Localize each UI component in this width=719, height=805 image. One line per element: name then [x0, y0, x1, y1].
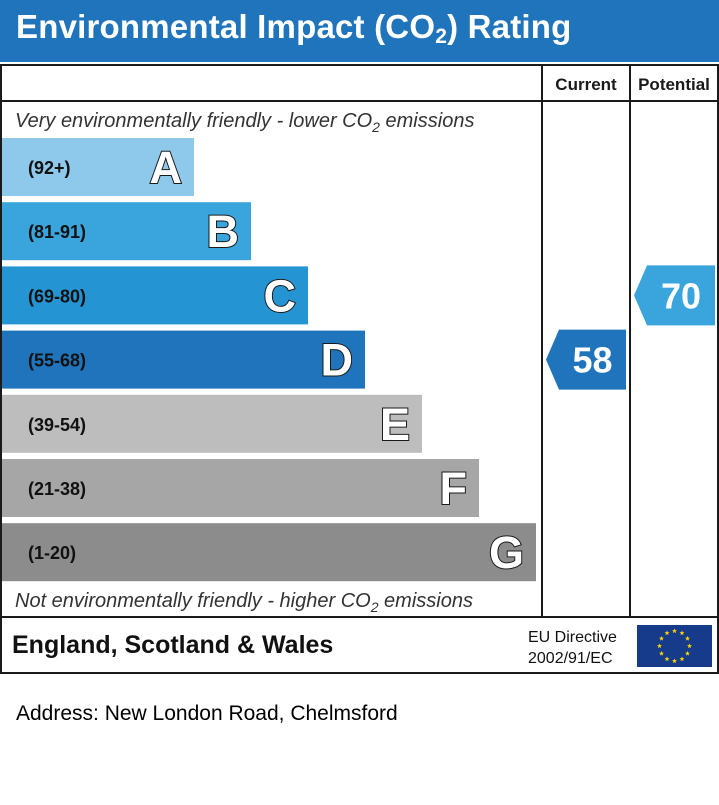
directive-line-2: 2002/91/EC	[528, 650, 613, 667]
column-header-current: Current	[555, 75, 617, 94]
title-subscript: 2	[435, 25, 448, 48]
band-range-label: (21-38)	[28, 479, 86, 499]
bottom-note: Not environmentally friendly - higher CO…	[15, 590, 473, 615]
rating-chart: Current Potential Very environmentally f…	[0, 64, 719, 674]
band-bar-e	[2, 394, 422, 453]
eu-star	[659, 635, 664, 641]
page-title: Environmental Impact (CO2) Rating	[16, 8, 572, 49]
band-range-label: (81-91)	[28, 222, 86, 242]
address-line: Address: New London Road, Chelmsford	[16, 702, 398, 725]
band-letter-e: E	[380, 399, 410, 450]
band-letter-d: D	[321, 335, 354, 386]
band-range-label: (1-20)	[28, 543, 76, 563]
band-letter-c: C	[264, 270, 297, 321]
eu-star	[659, 650, 664, 656]
top-note: Very environmentally friendly - lower CO…	[15, 110, 474, 135]
eu-star	[685, 650, 690, 656]
eu-star	[664, 656, 670, 662]
eu-star	[672, 628, 677, 634]
band-range-label: (69-80)	[28, 286, 86, 306]
eu-star	[679, 630, 685, 636]
eu-star	[657, 643, 662, 649]
band-letter-g: G	[489, 527, 524, 578]
title-text-end: ) Rating	[447, 8, 572, 45]
eu-star	[687, 643, 692, 649]
band-bar-c	[2, 266, 308, 325]
potential-rating-value: 70	[661, 275, 701, 316]
rating-indicators: 58 70	[546, 265, 715, 390]
eu-star	[685, 635, 690, 641]
band-bar-f	[2, 459, 479, 517]
column-header-potential: Potential	[638, 75, 710, 94]
band-bar-g	[2, 523, 536, 582]
band-letter-a: A	[150, 142, 183, 193]
band-bar-a	[2, 138, 194, 196]
title-text: Environmental Impact (CO	[16, 8, 436, 45]
band-range-label: (92+)	[28, 158, 71, 178]
rating-bands: (92+) A (81-91) B (69-80) C (55-68) D (39-54) E (2…	[2, 138, 536, 582]
potential-rating-arrow	[634, 265, 715, 326]
band-bar-d	[2, 330, 365, 389]
directive-line-1: EU Directive	[528, 629, 617, 646]
band-letter-b: B	[207, 206, 240, 257]
eu-star	[679, 656, 685, 662]
band-range-label: (55-68)	[28, 351, 86, 371]
band-bar-b	[2, 202, 251, 261]
band-range-label: (39-54)	[28, 415, 86, 435]
band-letter-f: F	[440, 463, 468, 514]
current-rating-value: 58	[572, 340, 612, 381]
eu-star	[672, 658, 677, 664]
eu-star	[664, 630, 670, 636]
current-rating-arrow	[546, 329, 626, 390]
header-bar: Environmental Impact (CO2) Rating	[0, 0, 719, 62]
eu-flag-icon	[637, 625, 712, 667]
region-label: England, Scotland & Wales	[12, 631, 333, 659]
